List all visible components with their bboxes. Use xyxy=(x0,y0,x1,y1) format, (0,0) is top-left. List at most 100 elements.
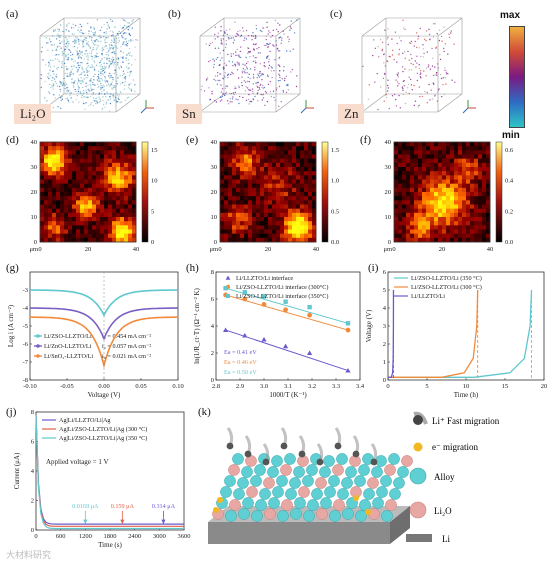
map-pixel xyxy=(288,158,293,164)
map-pixel xyxy=(466,183,471,189)
volume-voxel xyxy=(115,42,118,44)
volume-voxel xyxy=(130,88,133,90)
volume-voxel xyxy=(61,83,64,85)
map-pixel xyxy=(398,171,403,176)
volume-voxel xyxy=(100,60,102,62)
volume-voxel xyxy=(413,45,415,47)
volume-voxel xyxy=(87,22,89,25)
volume-voxel xyxy=(80,53,82,55)
map-pixel xyxy=(260,167,265,172)
map-pixel xyxy=(304,175,309,180)
cube-edge xyxy=(361,17,387,37)
map-pixel xyxy=(304,179,309,184)
map-pixel xyxy=(446,171,451,176)
volume-voxel xyxy=(101,79,104,81)
volume-voxel xyxy=(249,56,251,58)
volume-voxel xyxy=(55,48,58,50)
map-pixel xyxy=(288,183,293,189)
map-pixel xyxy=(248,225,253,230)
volume-voxel xyxy=(64,49,66,51)
map-pixel xyxy=(300,229,305,234)
volume-voxel xyxy=(81,54,84,56)
map-pixel xyxy=(450,200,455,205)
map-pixel xyxy=(454,142,459,147)
volume-voxel xyxy=(238,64,241,66)
map-pixel xyxy=(252,200,257,205)
volume-voxel xyxy=(441,95,443,98)
li2o-particle xyxy=(384,464,396,476)
map-pixel xyxy=(422,204,427,209)
li-ion xyxy=(370,458,378,466)
volume-voxel xyxy=(52,49,54,52)
map-pixel xyxy=(236,229,241,234)
map-pixel xyxy=(236,183,241,189)
map-pixel xyxy=(84,167,89,172)
volume-voxel xyxy=(219,79,221,82)
volume-voxel xyxy=(379,86,382,88)
volume-voxel xyxy=(109,62,112,64)
map-pixel xyxy=(56,162,61,168)
legend-label: Li/ZSO-LLZTO/Li interface (350°C) xyxy=(236,293,328,300)
volume-voxel xyxy=(71,82,73,84)
volume-voxel xyxy=(225,91,228,94)
volume-voxel xyxy=(41,46,43,49)
data-point xyxy=(307,350,313,355)
map-pixel xyxy=(88,217,93,222)
map-pixel xyxy=(44,183,49,189)
volume-voxel xyxy=(418,47,420,49)
volume-voxel xyxy=(413,104,416,107)
volume-voxel xyxy=(252,55,254,57)
map-pixel xyxy=(308,233,313,239)
map-pixel xyxy=(132,171,137,176)
map-pixel xyxy=(426,237,431,243)
map-pixel xyxy=(84,175,89,180)
volume-voxel xyxy=(112,84,114,87)
map-pixel xyxy=(252,187,257,193)
map-pixel xyxy=(52,146,57,151)
map-pixel xyxy=(252,150,257,155)
map-pixel xyxy=(426,212,431,218)
map-pixel xyxy=(426,196,431,201)
map-pixel xyxy=(96,146,101,151)
volume-voxel xyxy=(65,45,67,48)
map-pixel xyxy=(304,200,309,205)
alloy-particle xyxy=(259,488,271,500)
map-pixel xyxy=(264,142,269,147)
map-pixel xyxy=(228,187,233,193)
map-pixel xyxy=(462,208,467,214)
volume-voxel xyxy=(278,57,280,60)
volume-voxel xyxy=(77,62,79,64)
map-pixel xyxy=(260,221,265,226)
map-pixel xyxy=(394,217,399,222)
map-pixel xyxy=(220,158,225,164)
map-pixel xyxy=(56,142,61,147)
volume-voxel xyxy=(247,47,250,49)
map-pixel xyxy=(454,150,459,155)
map-pixel xyxy=(228,192,233,197)
map-pixel xyxy=(462,183,467,189)
volume-voxel xyxy=(57,66,60,69)
volume-voxel xyxy=(120,65,122,67)
volume-voxel xyxy=(420,70,422,72)
volume-voxel xyxy=(125,57,128,59)
volume-voxel xyxy=(92,32,94,34)
map-pixel xyxy=(486,150,491,155)
map-pixel xyxy=(44,233,49,239)
volume-voxel xyxy=(438,29,441,31)
volume-voxel xyxy=(86,53,88,55)
map-pixel xyxy=(132,183,137,189)
volume-voxel xyxy=(80,39,82,41)
alloy-particle xyxy=(354,475,366,487)
map-pixel xyxy=(80,233,85,239)
volume-voxel xyxy=(269,31,271,34)
volume-voxel xyxy=(85,39,87,42)
map-pixel xyxy=(248,217,253,222)
map-pixel xyxy=(228,212,233,218)
map-pixel xyxy=(104,221,109,226)
map-pixel xyxy=(410,225,415,230)
map-pixel xyxy=(100,233,105,239)
li2o-particle xyxy=(332,464,344,476)
map-pixel xyxy=(228,225,233,230)
volume-voxel xyxy=(450,30,452,32)
map-pixel xyxy=(116,221,121,226)
